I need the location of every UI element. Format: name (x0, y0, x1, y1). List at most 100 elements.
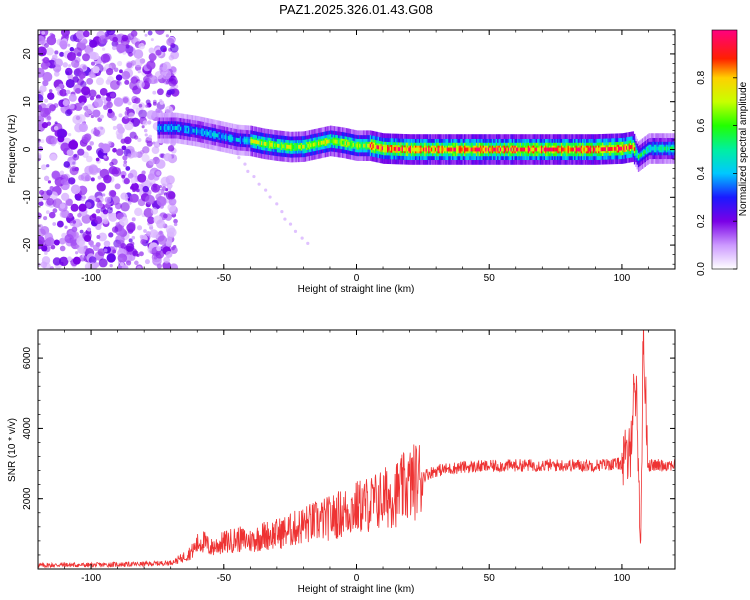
heatmap-cell (598, 147, 600, 152)
heatmap-cell (111, 115, 117, 121)
heatmap-cell (116, 43, 126, 54)
heatmap-cell (268, 195, 272, 199)
heatmap-cell (344, 141, 347, 146)
heatmap-cell (486, 147, 489, 152)
heatmap-cell (65, 89, 71, 95)
heatmap-cell (258, 140, 260, 145)
heatmap-cell (38, 235, 45, 245)
heatmap-cell (68, 177, 76, 185)
heatmap-cell (637, 154, 640, 159)
heatmap-cell (355, 143, 357, 148)
heatmap-cell (40, 139, 45, 144)
heatmap-cell (652, 146, 654, 151)
heatmap-cell (42, 71, 53, 82)
heatmap-cell (190, 128, 193, 133)
heatmap-cell (46, 197, 54, 206)
heatmap-cell (56, 220, 64, 228)
heatmap-cell (69, 47, 75, 52)
heatmap-cell (156, 245, 162, 252)
heatmap-cell (292, 145, 295, 149)
heatmap-cell (137, 69, 141, 74)
heatmap-cell (116, 133, 123, 140)
heatmap-cell (402, 147, 405, 152)
heatmap-cell (116, 148, 124, 156)
heatmap-cell (165, 225, 176, 235)
heatmap-cell (315, 142, 317, 146)
colorbar-tick-label: 0.6 (696, 118, 707, 132)
heatmap-cell (352, 142, 355, 147)
heatmap-cell (121, 174, 126, 179)
heatmap-cell (197, 129, 199, 134)
heatmap-cell (163, 153, 172, 162)
heatmap-cell (401, 147, 404, 152)
heatmap-cell (119, 69, 123, 74)
heatmap-cell (321, 140, 324, 145)
heatmap-cell (303, 144, 305, 149)
heatmap-cell (260, 141, 263, 146)
heatmap-cell (97, 175, 102, 180)
heatmap-cell (88, 70, 96, 79)
heatmap-cell (172, 126, 174, 130)
heatmap-cell (255, 140, 258, 144)
heatmap-cell (85, 155, 93, 163)
heatmap-cell (185, 127, 187, 132)
y-tick-label: 10 (22, 96, 33, 108)
heatmap-cell (241, 138, 243, 143)
heatmap-cell (72, 76, 80, 83)
heatmap-cell (94, 216, 103, 225)
heatmap-cell (215, 133, 218, 138)
heatmap-cell (653, 146, 656, 151)
heatmap-cell (38, 228, 46, 237)
heatmap-cell (252, 139, 255, 144)
heatmap-cell (612, 146, 615, 151)
heatmap-cell (623, 146, 625, 151)
heatmap-cell (426, 147, 429, 152)
heatmap-cell (89, 39, 98, 48)
heatmap-cell (134, 260, 139, 266)
heatmap-cell (221, 134, 223, 139)
heatmap-cell (300, 236, 304, 240)
heatmap-cell (66, 51, 77, 61)
heatmap-cell (50, 33, 56, 39)
heatmap-cell (377, 145, 380, 150)
heatmap-cell (578, 147, 580, 152)
heatmap-cell (511, 147, 514, 152)
heatmap-cell (636, 152, 639, 157)
heatmap-cell (59, 88, 68, 97)
heatmap-cell (170, 126, 173, 130)
heatmap-cell (80, 80, 87, 88)
heatmap-cell (433, 147, 435, 152)
colorbar-tick-label: 0.4 (696, 166, 707, 180)
heatmap-cell (453, 147, 455, 152)
heatmap-cell (142, 185, 150, 193)
heatmap-cell (139, 234, 144, 239)
heatmap-cell (314, 142, 316, 147)
heatmap-cell (199, 129, 202, 134)
heatmap-cell (62, 62, 68, 68)
heatmap-cell (52, 222, 57, 226)
snr-series-line (38, 330, 675, 569)
heatmap-cell (163, 48, 167, 52)
heatmap-cell (127, 200, 132, 205)
x-tick-label: 100 (614, 573, 631, 584)
heatmap-cell (336, 139, 339, 144)
heatmap-cell (77, 245, 87, 254)
heatmap-cell (397, 147, 400, 151)
heatmap-cell (410, 147, 413, 152)
heatmap-cell (430, 147, 433, 152)
heatmap-cell (661, 146, 664, 151)
y-tick-label: 2000 (22, 487, 33, 510)
heatmap-cell (58, 256, 69, 267)
heatmap-cell (579, 147, 581, 152)
heatmap-cell (120, 37, 130, 46)
heatmap-cell (48, 211, 56, 219)
heatmap-cell (582, 147, 584, 152)
heatmap-cell (80, 172, 90, 182)
heatmap-cell (151, 146, 160, 155)
heatmap-cell (291, 145, 293, 149)
heatmap-cell (270, 142, 272, 147)
heatmap-cell (449, 147, 451, 152)
heatmap-cell (294, 145, 296, 149)
heatmap-cell (123, 136, 132, 145)
heatmap-cell (632, 144, 635, 149)
